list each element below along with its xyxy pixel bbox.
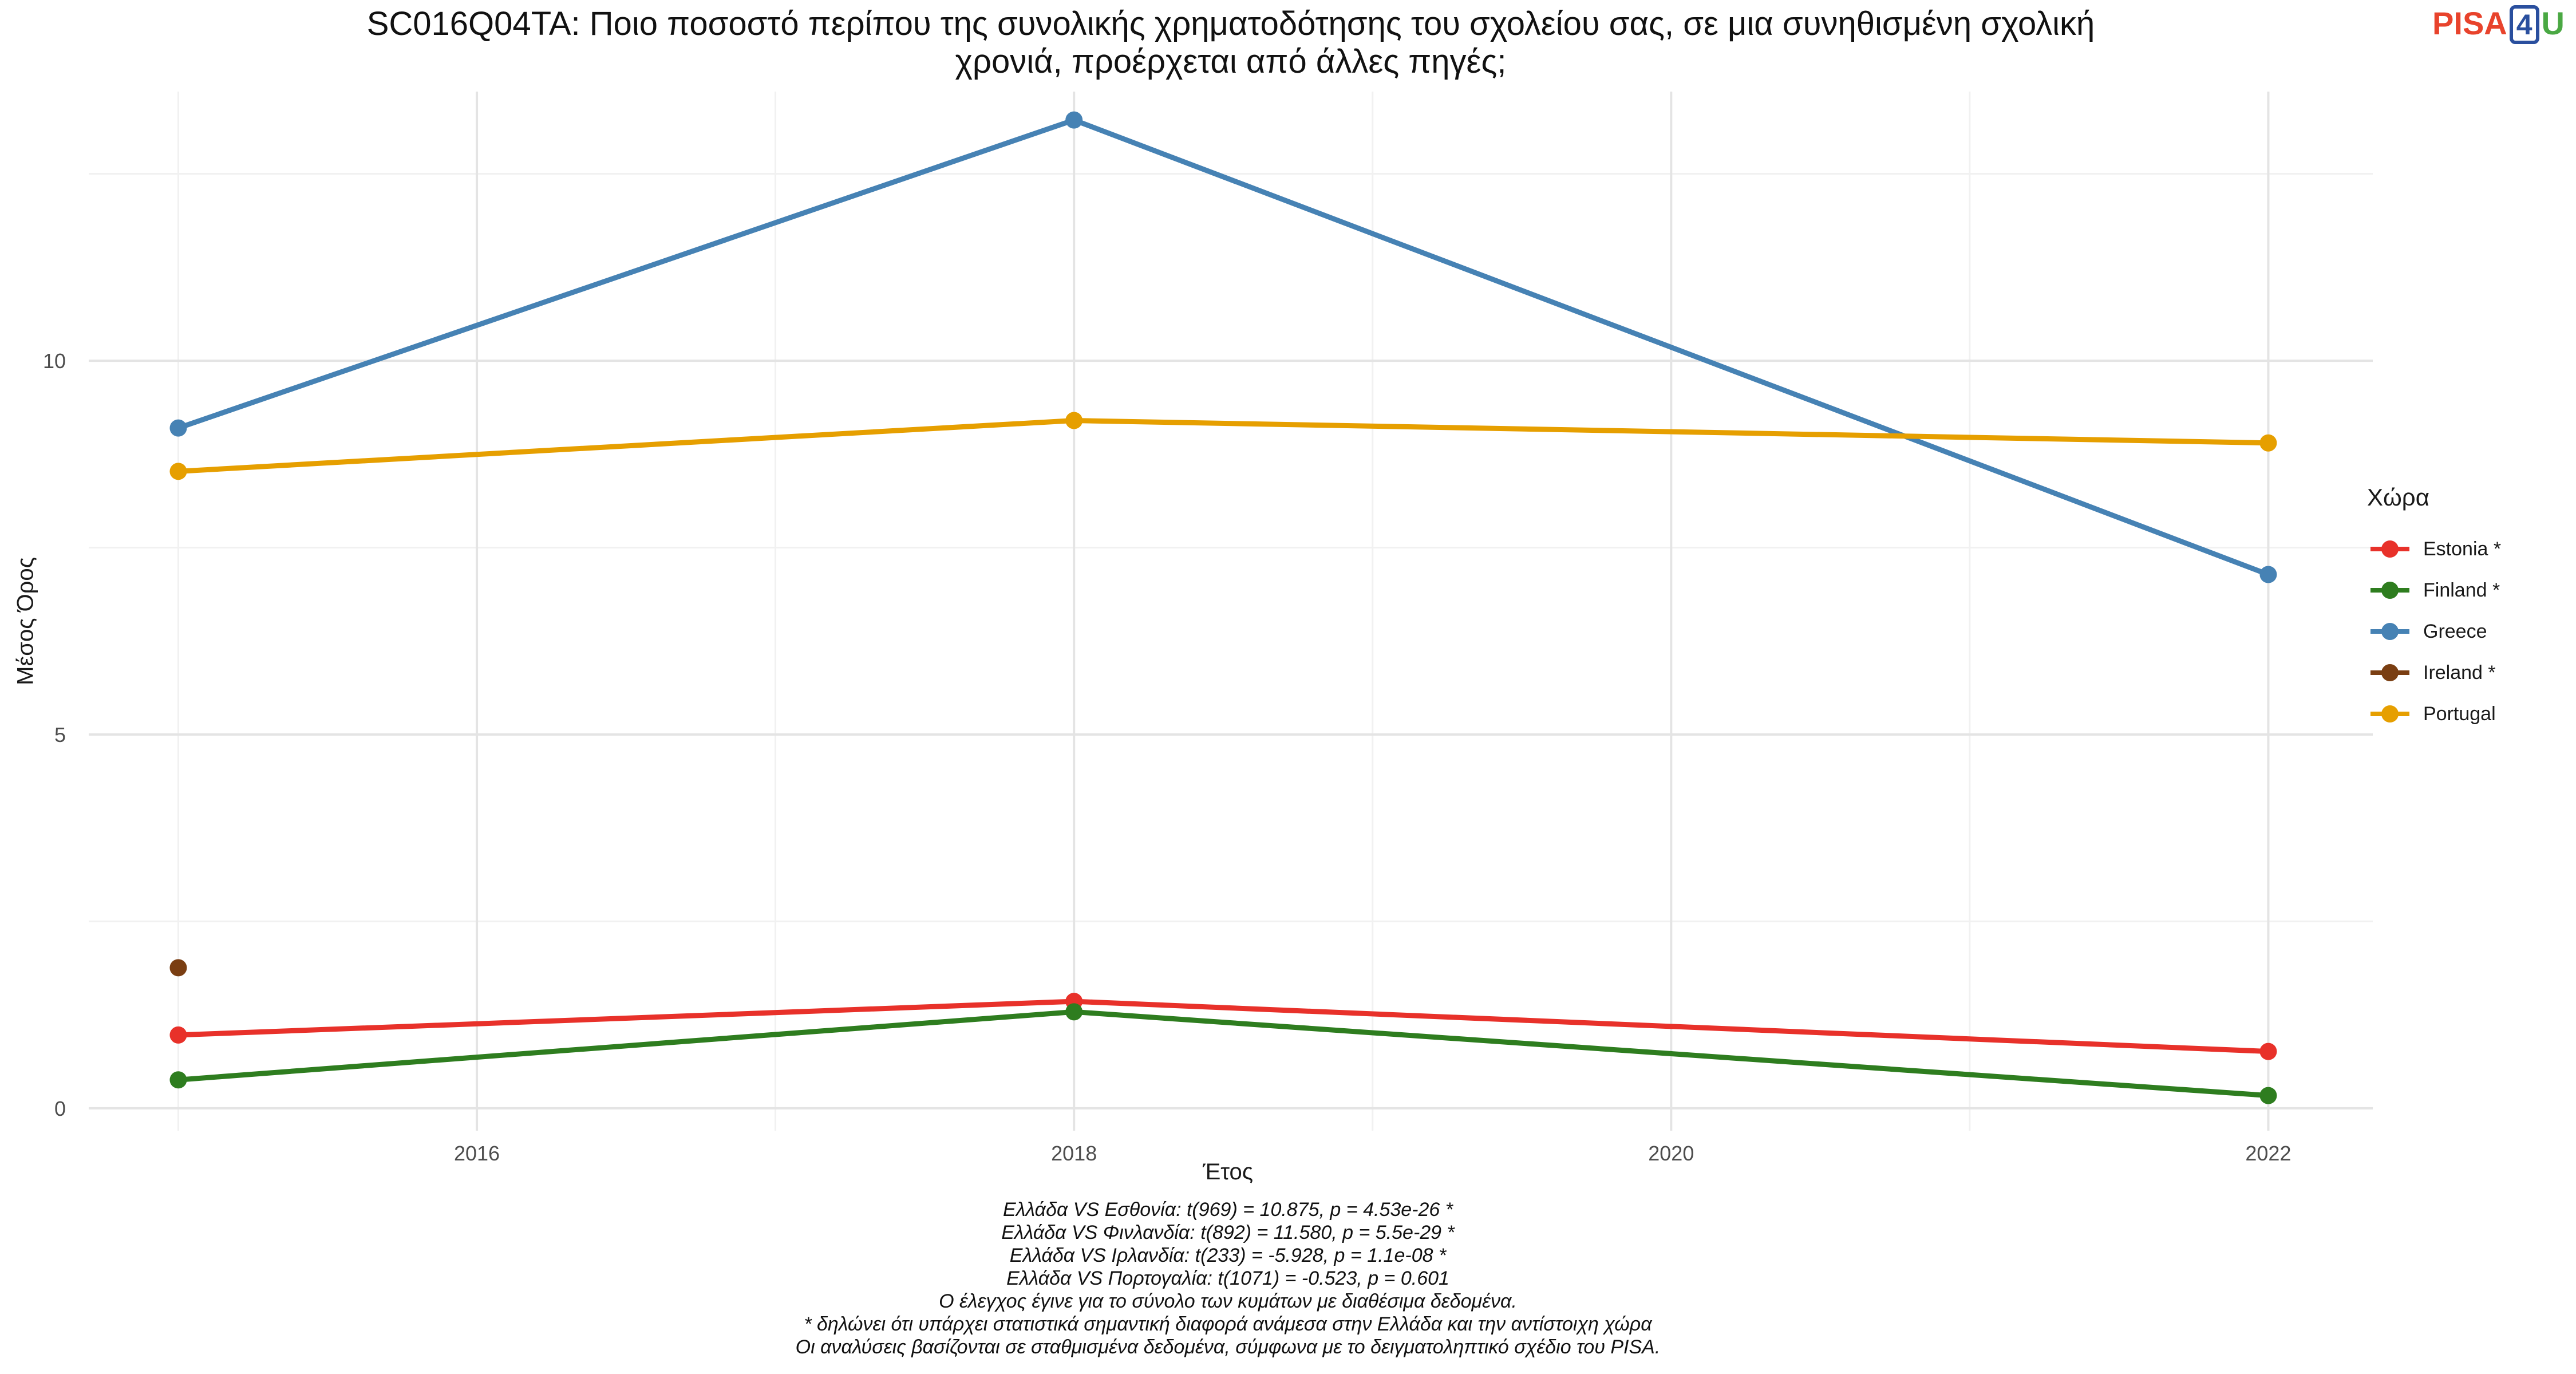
note-line: Ελλάδα VS Ιρλανδία: t(233) = -5.928, p =… <box>1009 1245 1447 1266</box>
statistical-notes: Ελλάδα VS Εσθονία: t(969) = 10.875, p = … <box>0 1198 2456 1359</box>
legend-item-ireland: Ireland * <box>2367 652 2501 693</box>
legend-label: Ireland * <box>2423 661 2496 684</box>
series-lines <box>169 111 2277 1104</box>
logo-u-text: U <box>2541 5 2565 41</box>
legend-label: Estonia * <box>2423 538 2502 560</box>
x-axis-label: Έτος <box>1202 1159 1254 1185</box>
legend-key-marker <box>2381 582 2399 599</box>
series-line-estonia <box>175 998 2271 1055</box>
data-point-greece <box>1065 111 1083 129</box>
legend-key-finland <box>2370 582 2409 599</box>
y-tick-label: 0 <box>54 1097 66 1120</box>
grid <box>89 92 2373 1131</box>
data-point-estonia <box>2259 1043 2277 1060</box>
logo-four-text: 4 <box>2509 5 2539 44</box>
y-axis-label: Μέσος Όρος <box>13 557 38 685</box>
data-point-finland <box>1065 1003 1083 1021</box>
note-line: * δηλώνει ότι υπάρχει στατιστικά σημαντι… <box>804 1313 1652 1335</box>
legend-items: Estonia * Finland * Greece Ireland * Portuga… <box>2367 528 2501 735</box>
note-line: Ο έλεγχος έγινε για το σύνολο των κυμάτω… <box>939 1290 1517 1312</box>
logo-pisa-text: PISA <box>2432 5 2507 41</box>
legend-label: Finland * <box>2423 579 2500 601</box>
data-point-finland <box>169 1071 187 1089</box>
legend-key-marker <box>2381 540 2399 558</box>
data-point-greece <box>169 419 187 437</box>
legend-key-ireland <box>2370 664 2409 681</box>
note-line: Ελλάδα VS Πορτογαλία: t(1071) = -0.523, … <box>1006 1268 1449 1289</box>
series-line-greece <box>175 117 2271 578</box>
legend-key-marker <box>2381 623 2399 640</box>
legend-key-marker <box>2381 705 2399 722</box>
legend-key-estonia <box>2370 540 2409 558</box>
series-line-portugal <box>175 418 2271 474</box>
data-point-portugal <box>169 463 187 480</box>
legend-item-finland: Finland * <box>2367 570 2501 611</box>
x-axis-ticks: 2016 2018 2020 2022 <box>454 1142 2291 1165</box>
y-tick-label: 10 <box>43 349 66 373</box>
note-line: Ελλάδα VS Φινλανδία: t(892) = 11.580, p … <box>1001 1222 1455 1243</box>
legend-item-greece: Greece <box>2367 611 2501 652</box>
data-point-greece <box>2259 566 2277 583</box>
note-line: Οι αναλύσεις βασίζονται σε σταθμισμένα δ… <box>795 1336 1661 1358</box>
legend-key-marker <box>2381 664 2399 681</box>
chart-title-line-2: χρονιά, προέρχεται από άλλες πηγές; <box>955 43 1507 80</box>
x-tick-label: 2018 <box>1051 1142 1097 1165</box>
legend-item-estonia: Estonia * <box>2367 528 2501 570</box>
data-point-estonia <box>169 1026 187 1044</box>
legend-item-portugal: Portugal <box>2367 693 2501 735</box>
legend-label: Portugal <box>2423 702 2496 725</box>
pisa4u-logo: PISA 4 U <box>2432 5 2565 44</box>
x-tick-label: 2016 <box>454 1142 500 1165</box>
x-tick-label: 2020 <box>1648 1142 1694 1165</box>
data-point-portugal <box>1065 412 1083 429</box>
x-tick-label: 2022 <box>2245 1142 2291 1165</box>
data-point-finland <box>2259 1087 2277 1104</box>
legend-label: Greece <box>2423 620 2487 642</box>
data-point-ireland <box>169 959 187 977</box>
chart-title-line-1: SC016Q04TA: Ποιο ποσοστό περίπου της συν… <box>366 5 2095 42</box>
note-line: Ελλάδα VS Εσθονία: t(969) = 10.875, p = … <box>1003 1199 1453 1221</box>
legend-key-greece <box>2370 623 2409 640</box>
legend: Χώρα Estonia * Finland * Greece Ireland * Po… <box>2367 484 2501 735</box>
legend-title: Χώρα <box>2367 484 2429 511</box>
y-axis-ticks: 0 5 10 <box>43 349 66 1120</box>
data-point-portugal <box>2259 434 2277 452</box>
legend-key-portugal <box>2370 705 2409 722</box>
y-tick-label: 5 <box>54 723 66 747</box>
